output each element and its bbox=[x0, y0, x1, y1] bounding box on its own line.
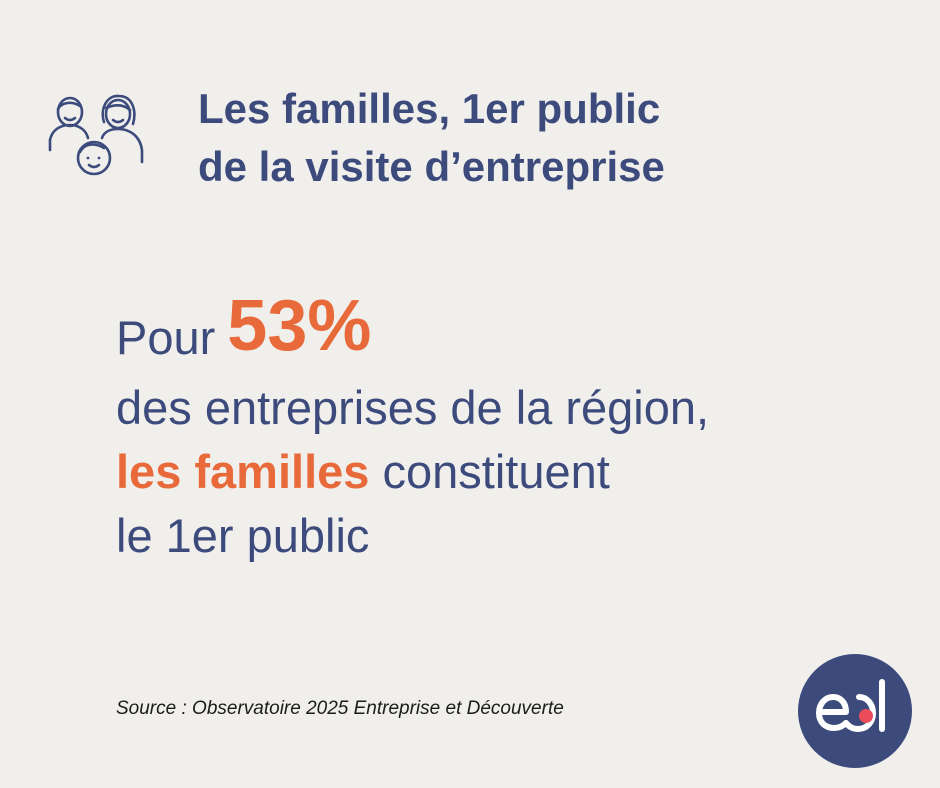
highlight-families: les familles bbox=[116, 445, 370, 498]
statement-line-2: des entreprises de la région, bbox=[116, 381, 710, 434]
source-note: Source : Observatoire 2025 Entreprise et… bbox=[116, 698, 564, 719]
title-line-1: Les familles, 1er public bbox=[198, 85, 661, 132]
family-icon bbox=[48, 94, 144, 176]
statement-line-4: le 1er public bbox=[116, 509, 370, 562]
page-title: Les familles, 1er public de la visite d’… bbox=[198, 80, 665, 196]
title-line-2: de la visite d’entreprise bbox=[198, 143, 665, 190]
key-statement: Pour 53% des entreprises de la région, le… bbox=[116, 288, 710, 568]
statement-line-1: Pour 53% bbox=[116, 288, 709, 376]
statement-line-3: les familles constituent bbox=[116, 440, 709, 504]
ed-logo-icon bbox=[798, 654, 912, 768]
percentage-value: 53% bbox=[227, 286, 372, 366]
statement-prefix: Pour bbox=[116, 311, 216, 364]
statement-line-3-rest: constituent bbox=[369, 445, 610, 498]
